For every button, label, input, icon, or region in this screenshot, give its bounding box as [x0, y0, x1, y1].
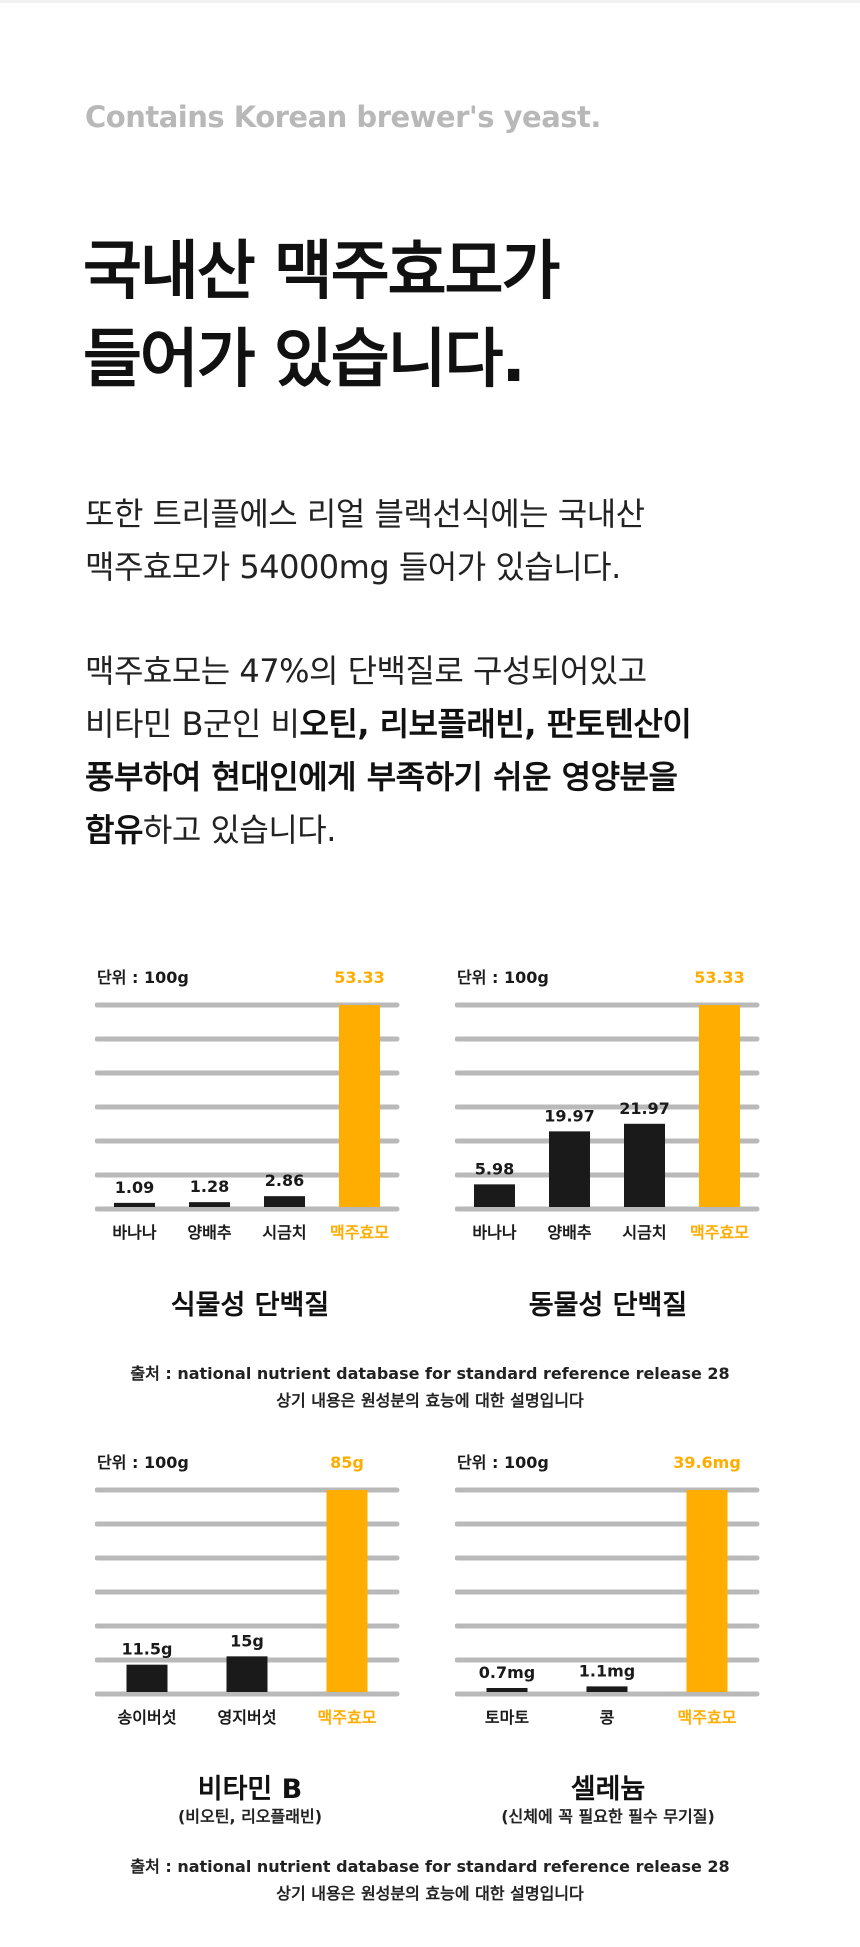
chart-value-label: 0.7mg: [479, 1663, 535, 1682]
chart-selenium-subtitle: (신체에 꼭 필요한 필수 무기질): [501, 1807, 715, 1826]
chart-category-label: 양배추: [547, 1223, 591, 1242]
intro-line-2: 맥주효모가 54000mg 들어가 있습니다.: [85, 548, 621, 586]
chart-bar: [624, 1123, 665, 1207]
nutrition-line-2b: 오틴, 리보플래빈, 판토텐산이: [299, 705, 692, 743]
chart-unit-label: 단위 : 100g: [97, 968, 189, 987]
headline-line-1: 국내산 맥주효모가: [83, 235, 560, 309]
chart-value-label: 53.33: [694, 968, 745, 987]
intro-line-1: 또한 트리플에스 리얼 블랙선식에는 국내산: [85, 495, 645, 533]
chart-value-label: 19.97: [544, 1106, 595, 1125]
chart-vitamin-b: 단위 : 100g 11.5g 송이버섯 15g 영지버섯 85g 맥주효모: [95, 1450, 405, 1750]
source-note-bottom-line-1: 출처 : national nutrient database for stan…: [130, 1857, 730, 1876]
chart-value-label: 1.1mg: [579, 1661, 635, 1680]
chart-selenium-svg: 단위 : 100g 0.7mg 토마토 1.1mg 콩 39.6mg 맥주효모: [455, 1453, 760, 1727]
chart-bar: [189, 1202, 230, 1207]
chart-plant-protein-title: 식물성 단백질: [170, 1290, 330, 1321]
chart-animal-protein-svg: 단위 : 100g 5.98 바나나 19.97 양배추 21.97 시금치 53.33 맥주효…: [455, 968, 760, 1242]
chart-value-label: 11.5g: [122, 1640, 173, 1659]
chart-selenium: 단위 : 100g 0.7mg 토마토 1.1mg 콩 39.6mg 맥주효모: [455, 1450, 765, 1750]
chart-bar: [226, 1656, 268, 1692]
chart-bar-highlight: [699, 1005, 740, 1207]
nutrition-paragraph: 맥주효모는 47%의 단백질로 구성되어있고 비타민 B군인 비오틴, 리보플래…: [85, 645, 692, 857]
chart-bar-highlight: [326, 1490, 368, 1692]
source-note-bottom: 출처 : national nutrient database for stan…: [0, 1853, 860, 1907]
chart-vitamin-b-subtitle: (비오틴, 리오플래빈): [177, 1807, 323, 1826]
nutrition-line-3: 풍부하여 현대인에게 부족하기 쉬운 영양분을: [85, 751, 691, 804]
chart-unit-label: 단위 : 100g: [457, 968, 549, 987]
chart-category-label: 양배추: [187, 1223, 231, 1242]
chart-unit-label: 단위 : 100g: [97, 1453, 189, 1472]
chart-plant-protein: 단위 : 100g 1.09 바나나 1.28 양배추 2.86 시금치 53.33 맥주효모: [95, 965, 405, 1265]
nutrition-line-3-bold: 풍부하여 현대인에게 부족하기 쉬운 영양분을: [85, 758, 678, 796]
chart-category-label: 맥주효모: [330, 1223, 389, 1242]
chart-bar: [264, 1196, 305, 1207]
chart-plant-protein-svg: 단위 : 100g 1.09 바나나 1.28 양배추 2.86 시금치 53.33 맥주효모: [95, 968, 400, 1242]
chart-selenium-title: 셀레늄: [570, 1774, 646, 1805]
chart-category-label: 토마토: [485, 1708, 529, 1727]
chart-category-label: 시금치: [622, 1223, 666, 1242]
nutrition-line-1: 맥주효모는 47%의 단백질로 구성되어있고: [85, 652, 647, 690]
chart-value-label: 2.86: [265, 1171, 304, 1190]
top-divider: [0, 0, 860, 3]
chart-category-label: 바나나: [472, 1223, 516, 1242]
chart-value-label: 39.6mg: [673, 1453, 741, 1472]
nutrition-line-2: 비타민 B군인 비오틴, 리보플래빈, 판토텐산이: [85, 698, 692, 751]
chart-bar: [549, 1131, 590, 1207]
chart-value-label: 53.33: [334, 968, 385, 987]
chart-bar: [114, 1202, 155, 1207]
chart-vitamin-b-svg: 단위 : 100g 11.5g 송이버섯 15g 영지버섯 85g 맥주효모: [95, 1453, 400, 1727]
chart-category-label: 송이버섯: [118, 1708, 177, 1727]
chart-category-label: 맥주효모: [678, 1708, 737, 1727]
chart-unit-label: 단위 : 100g: [457, 1453, 549, 1472]
chart-bar: [126, 1664, 168, 1692]
chart-bar: [474, 1184, 515, 1207]
source-note-top: 출처 : national nutrient database for stan…: [0, 1360, 860, 1414]
nutrition-line-4: 함유하고 있습니다.: [85, 804, 691, 857]
chart-value-label: 21.97: [619, 1099, 670, 1118]
chart-animal-protein: 단위 : 100g 5.98 바나나 19.97 양배추 21.97 시금치 53.33 맥주효…: [455, 965, 765, 1265]
chart-value-label: 15g: [230, 1631, 264, 1650]
page-headline: 국내산 맥주효모가 들어가 있습니다.: [83, 228, 560, 404]
chart-vitamin-b-title: 비타민 B: [197, 1774, 303, 1805]
chart-category-label: 영지버섯: [218, 1708, 277, 1727]
intro-paragraph: 또한 트리플에스 리얼 블랙선식에는 국내산 맥주효모가 54000mg 들어가…: [85, 488, 645, 594]
chart-category-label: 바나나: [112, 1223, 156, 1242]
headline-line-2: 들어가 있습니다.: [83, 323, 526, 397]
source-note-top-line-2: 상기 내용은 원성분의 효능에 대한 설명입니다: [276, 1391, 584, 1410]
source-note-top-line-1: 출처 : national nutrient database for stan…: [130, 1364, 730, 1383]
chart-animal-protein-title: 동물성 단백질: [528, 1290, 688, 1321]
nutrition-line-4b: 하고 있습니다.: [142, 811, 336, 849]
chart-category-label: 맥주효모: [690, 1223, 749, 1242]
eyebrow-text: Contains Korean brewer's yeast.: [85, 100, 601, 134]
nutrition-line-4a: 함유: [85, 811, 143, 849]
chart-bar: [486, 1688, 528, 1692]
chart-category-label: 콩: [600, 1708, 615, 1727]
chart-value-label: 1.28: [190, 1177, 229, 1196]
chart-value-label: 1.09: [115, 1178, 154, 1197]
chart-category-label: 맥주효모: [318, 1708, 377, 1727]
nutrition-line-2a: 비타민 B군인 비: [85, 705, 300, 743]
chart-bar: [586, 1686, 628, 1692]
chart-category-label: 시금치: [262, 1223, 306, 1242]
chart-bar-highlight: [686, 1490, 728, 1692]
source-note-bottom-line-2: 상기 내용은 원성분의 효능에 대한 설명입니다: [276, 1884, 584, 1903]
chart-value-label: 85g: [330, 1453, 364, 1472]
chart-value-label: 5.98: [475, 1159, 514, 1178]
chart-bar-highlight: [339, 1005, 380, 1207]
